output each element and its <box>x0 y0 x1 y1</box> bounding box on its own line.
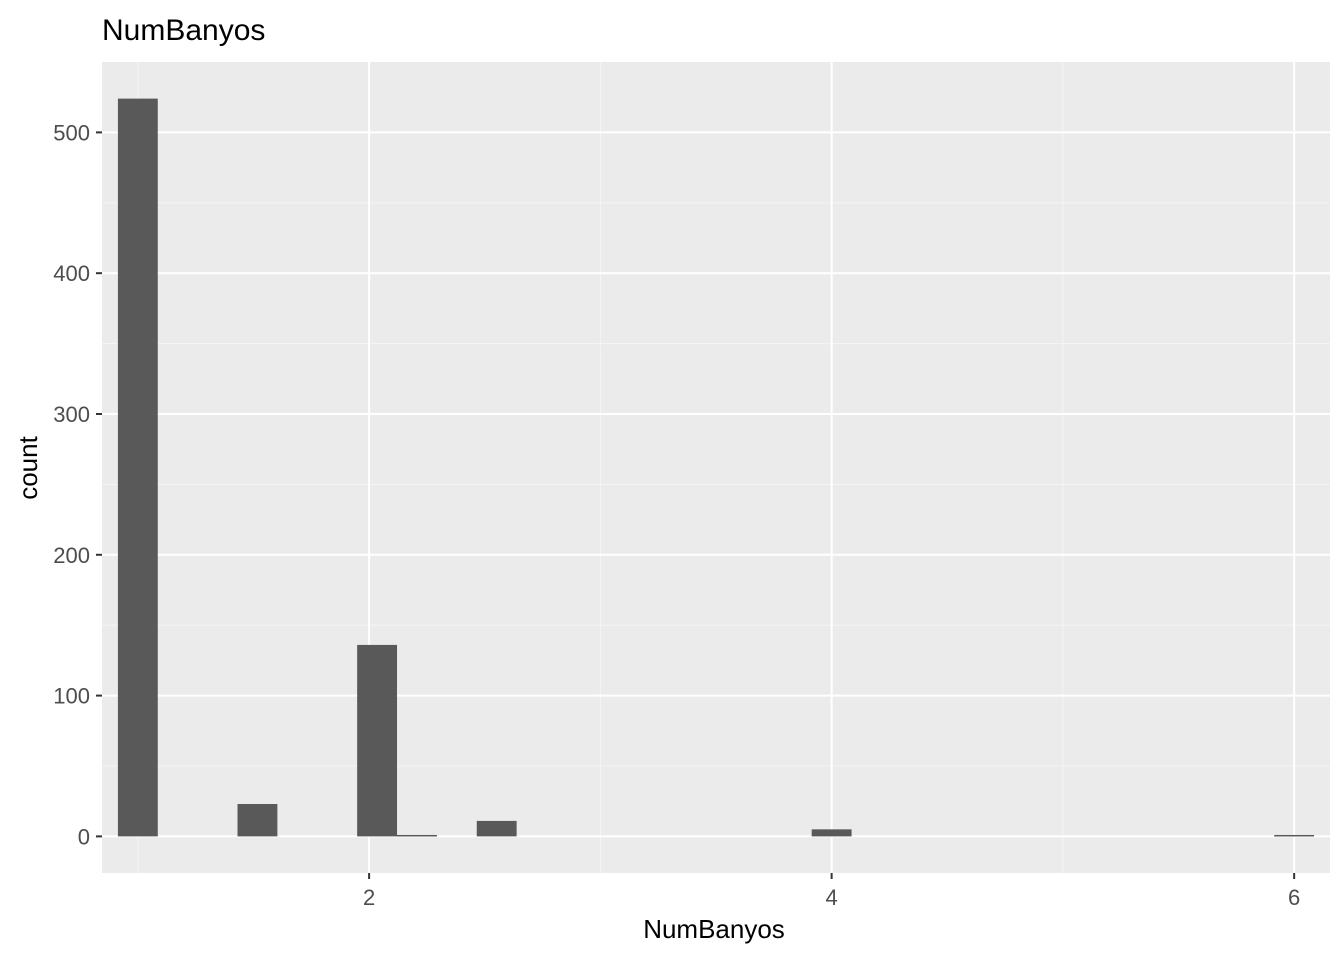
histogram-bars <box>117 98 1315 837</box>
chart-title: NumBanyos <box>102 14 265 47</box>
x-tick-label: 4 <box>826 885 838 910</box>
major-gridlines <box>102 62 1330 873</box>
y-tick-label: 200 <box>53 543 90 568</box>
histogram-bar <box>1274 834 1315 837</box>
y-tick-label: 0 <box>78 824 90 849</box>
histogram-bar <box>117 98 158 837</box>
x-tick-label: 6 <box>1288 885 1300 910</box>
histogram-bar <box>397 834 437 837</box>
histogram-bar <box>476 820 517 837</box>
x-axis-label: NumBanyos <box>643 914 785 944</box>
histogram-bar <box>811 829 852 837</box>
y-tick-label: 500 <box>53 120 90 145</box>
y-tick-label: 400 <box>53 261 90 286</box>
plot-panel <box>102 62 1330 873</box>
y-tick-label: 300 <box>53 402 90 427</box>
x-tick-label: 2 <box>363 885 375 910</box>
histogram-bar <box>357 644 398 837</box>
y-tick-label: 100 <box>53 684 90 709</box>
histogram-bar <box>237 804 278 837</box>
y-axis-label: count <box>13 435 43 499</box>
x-axis: 2 4 6 <box>363 873 1300 910</box>
y-axis: 0 100 200 300 400 500 <box>53 120 102 849</box>
